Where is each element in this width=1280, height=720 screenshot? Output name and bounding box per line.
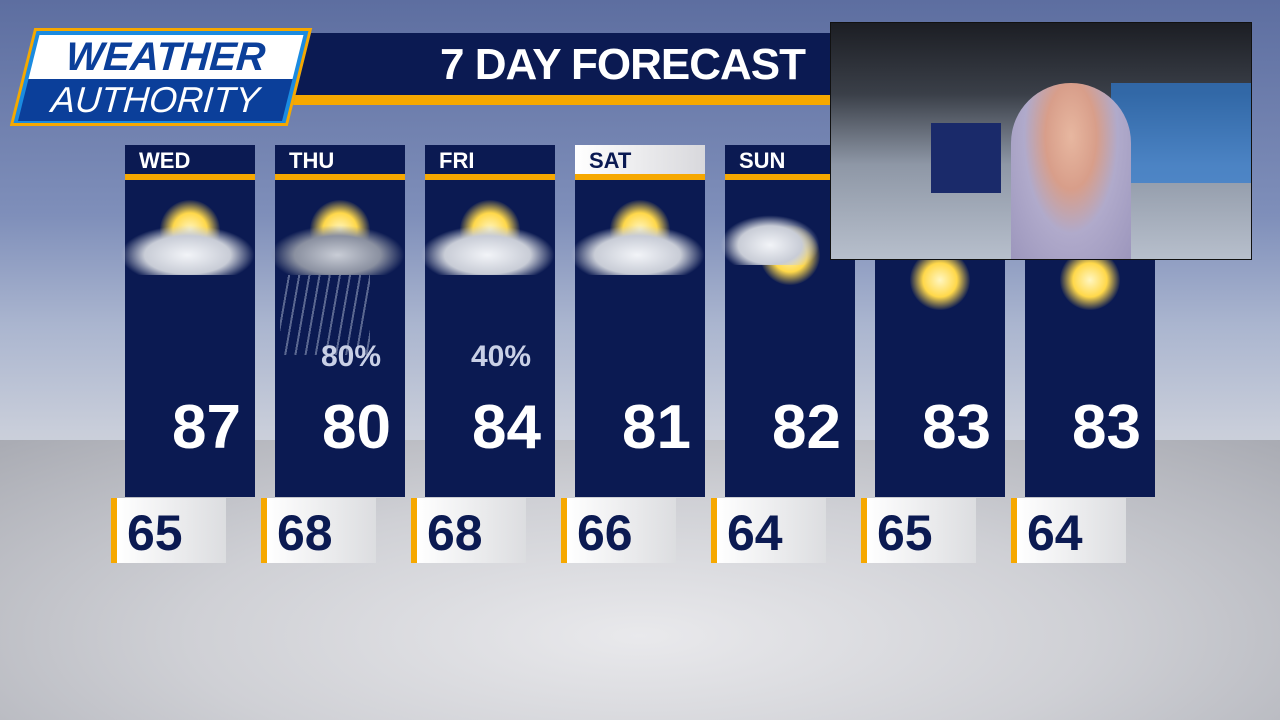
high-temp: 87: [172, 393, 241, 462]
high-temp: 83: [1072, 393, 1141, 462]
high-temp: 84: [472, 393, 541, 462]
precip-chance: 80%: [320, 340, 381, 373]
day-header: FRI: [425, 145, 555, 174]
precip-chance: 40%: [470, 340, 531, 373]
day-column: THU 80% 80: [270, 145, 405, 497]
low-temp: 64: [711, 498, 826, 563]
cloud-icon: [420, 225, 555, 275]
high-temp: 82: [772, 393, 841, 462]
weather-authority-logo: WEATHER AUTHORITY: [9, 28, 313, 126]
meteorologist-video-inset: [830, 22, 1252, 260]
header-stripe: [575, 174, 705, 180]
cloud-icon: [570, 225, 705, 275]
logo-line1: WEATHER: [64, 35, 268, 79]
header-stripe: [275, 174, 405, 180]
low-temp: 68: [261, 498, 376, 563]
cloud-icon: [270, 225, 405, 275]
meteorologist: [1011, 83, 1131, 259]
day-header: WED: [125, 145, 255, 174]
header-stripe: [425, 174, 555, 180]
day-header: THU: [275, 145, 405, 174]
day-column: WED 87: [120, 145, 255, 497]
header-stripe: [725, 174, 855, 180]
title-banner: [270, 33, 840, 95]
cloud-icon: [120, 225, 255, 275]
cloud-icon: [720, 215, 820, 265]
day-column: SAT 81: [570, 145, 705, 497]
banner-stripe: [270, 95, 840, 105]
sun-icon: [910, 250, 970, 310]
low-temp: 65: [861, 498, 976, 563]
high-temp: 83: [922, 393, 991, 462]
low-temp: 65: [111, 498, 226, 563]
low-temp: 66: [561, 498, 676, 563]
header-stripe: [125, 174, 255, 180]
day-header: SAT: [575, 145, 705, 174]
high-temp: 80: [322, 393, 391, 462]
high-temp: 81: [622, 393, 691, 462]
page-title: 7 DAY FORECAST: [440, 40, 806, 89]
day-column: FRI 40% 84: [420, 145, 555, 497]
logo-line2: AUTHORITY: [49, 79, 261, 120]
forecast-monitor: [931, 123, 1001, 193]
sun-icon: [1060, 250, 1120, 310]
low-temp: 64: [1011, 498, 1126, 563]
low-temp: 68: [411, 498, 526, 563]
rain-icon: [280, 275, 370, 355]
studio-screens: [1111, 83, 1251, 183]
